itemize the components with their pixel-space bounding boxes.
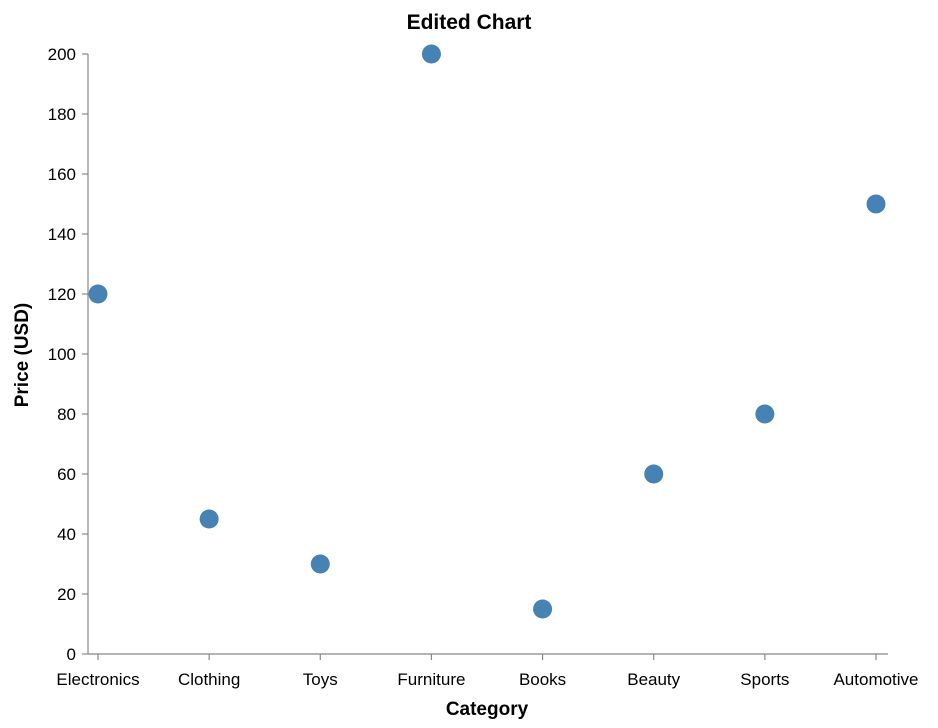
y-tick-label: 20 xyxy=(57,585,76,604)
data-point xyxy=(310,554,330,574)
y-axis-title: Price (USD) xyxy=(12,303,33,408)
y-tick-label: 200 xyxy=(48,45,76,64)
x-tick-label: Beauty xyxy=(627,670,680,689)
y-tick-label: 80 xyxy=(57,405,76,424)
data-point xyxy=(199,509,219,529)
data-point xyxy=(533,599,553,619)
x-tick-label: Electronics xyxy=(56,670,139,689)
y-tick-label: 180 xyxy=(48,105,76,124)
y-tick-label: 0 xyxy=(67,645,76,664)
data-point xyxy=(421,44,441,64)
y-tick-label: 140 xyxy=(48,225,76,244)
y-tick-label: 160 xyxy=(48,165,76,184)
chart-title: Edited Chart xyxy=(407,11,532,34)
y-tick-label: 120 xyxy=(48,285,76,304)
data-point xyxy=(866,194,886,214)
y-tick-label: 60 xyxy=(57,465,76,484)
data-point xyxy=(755,404,775,424)
x-tick-label: Toys xyxy=(303,670,338,689)
x-axis: Electronics Clothing Toys Furniture Books Bea… xyxy=(56,653,919,689)
y-tick-label: 40 xyxy=(57,525,76,544)
x-tick-label: Books xyxy=(519,670,566,689)
data-point xyxy=(88,284,108,304)
x-tick-label: Furniture xyxy=(397,670,465,689)
y-axis: 0 20 40 60 80 100 120 140 160 180 200 xyxy=(48,45,89,664)
x-axis-title: Category xyxy=(446,699,529,720)
x-tick-label: Automotive xyxy=(833,670,918,689)
data-points xyxy=(88,44,886,619)
data-point xyxy=(644,464,664,484)
x-tick-label: Clothing xyxy=(178,670,240,689)
y-tick-label: 100 xyxy=(48,345,76,364)
x-tick-label: Sports xyxy=(740,670,789,689)
